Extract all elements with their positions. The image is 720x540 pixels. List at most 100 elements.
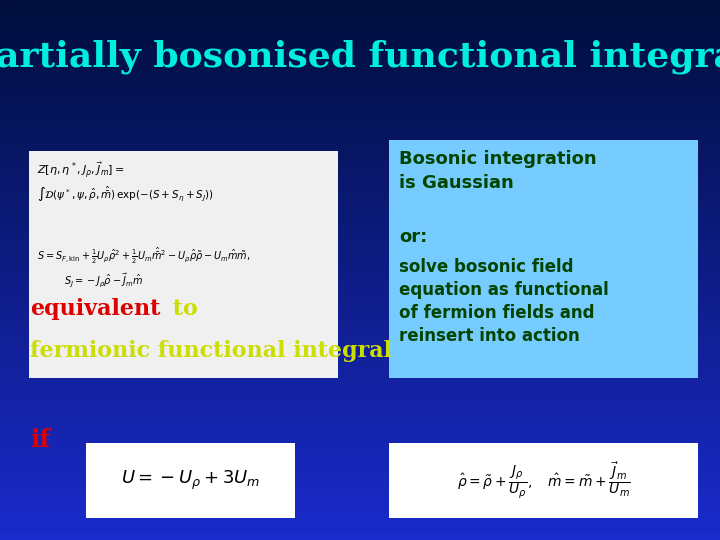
Bar <box>0 184 720 186</box>
Bar <box>0 356 720 359</box>
Bar <box>0 246 720 248</box>
Bar <box>0 286 720 289</box>
Bar <box>0 192 720 194</box>
Bar <box>0 340 720 343</box>
Bar <box>0 338 720 340</box>
Bar <box>0 70 720 73</box>
Bar <box>0 186 720 189</box>
Bar <box>0 84 720 86</box>
Bar <box>0 348 720 351</box>
Bar <box>0 119 720 122</box>
Bar <box>0 378 720 381</box>
Bar <box>0 49 720 51</box>
Bar <box>0 292 720 294</box>
Bar <box>0 138 720 140</box>
Bar <box>0 221 720 224</box>
Bar <box>0 94 720 97</box>
Bar <box>0 189 720 192</box>
Bar <box>0 151 720 154</box>
Text: solve bosonic field
equation as functional
of fermion fields and
reinsert into a: solve bosonic field equation as function… <box>399 259 608 345</box>
Bar <box>0 494 720 497</box>
Bar <box>0 502 720 505</box>
Text: $\hat{\rho} = \tilde{\rho} + \dfrac{J_\rho}{U_\rho},\quad \hat{m} = \tilde{m} + : $\hat{\rho} = \tilde{\rho} + \dfrac{J_\r… <box>456 461 631 501</box>
Bar <box>0 51 720 54</box>
Bar <box>0 432 720 435</box>
Bar <box>0 273 720 275</box>
Bar <box>0 103 720 105</box>
Bar <box>0 254 720 256</box>
Bar <box>0 19 720 22</box>
Bar <box>0 416 720 418</box>
Bar <box>0 443 720 445</box>
Bar <box>0 267 720 270</box>
Bar <box>0 165 720 167</box>
Bar <box>0 167 720 170</box>
Bar <box>0 424 720 427</box>
Bar <box>0 200 720 202</box>
Bar <box>0 35 720 38</box>
Bar <box>0 535 720 537</box>
Bar <box>0 462 720 464</box>
Bar <box>0 65 720 68</box>
Bar <box>0 170 720 173</box>
Bar <box>0 305 720 308</box>
Bar <box>0 116 720 119</box>
Bar <box>0 124 720 127</box>
Bar <box>0 262 720 265</box>
Bar <box>0 427 720 429</box>
Bar <box>0 122 720 124</box>
Bar <box>0 81 720 84</box>
Bar <box>0 97 720 100</box>
Bar <box>0 313 720 316</box>
Bar <box>0 24 720 27</box>
Bar <box>0 316 720 319</box>
Bar <box>0 62 720 65</box>
Bar <box>0 281 720 284</box>
Bar <box>0 113 720 116</box>
Bar <box>0 216 720 219</box>
Bar <box>0 57 720 59</box>
Bar <box>0 86 720 89</box>
Bar <box>0 516 720 518</box>
Bar <box>0 526 720 529</box>
Bar <box>0 505 720 508</box>
Bar <box>0 389 720 392</box>
Bar <box>0 489 720 491</box>
Bar <box>0 508 720 510</box>
Bar <box>0 467 720 470</box>
Bar <box>0 381 720 383</box>
Bar <box>0 437 720 440</box>
Bar <box>0 518 720 521</box>
Bar <box>0 132 720 135</box>
Text: $Z[\eta, \eta^*, J_\rho, \vec{J}_m] =$: $Z[\eta, \eta^*, J_\rho, \vec{J}_m] =$ <box>37 161 125 181</box>
Bar <box>0 343 720 346</box>
Bar <box>0 370 720 373</box>
Bar <box>0 529 720 532</box>
Bar <box>0 481 720 483</box>
Bar <box>0 362 720 364</box>
Bar <box>0 197 720 200</box>
Bar <box>0 157 720 159</box>
Bar <box>0 413 720 416</box>
Bar <box>0 524 720 526</box>
Bar <box>0 78 720 81</box>
Bar <box>0 491 720 494</box>
Bar <box>0 483 720 486</box>
Bar <box>0 297 720 300</box>
Bar <box>0 238 720 240</box>
Bar <box>0 173 720 176</box>
Bar <box>0 148 720 151</box>
Bar <box>0 410 720 413</box>
Bar <box>0 454 720 456</box>
Bar <box>0 108 720 111</box>
Bar <box>0 40 720 43</box>
Bar <box>0 105 720 108</box>
Bar <box>0 32 720 35</box>
Bar <box>0 227 720 229</box>
Bar <box>0 22 720 24</box>
Text: or:: or: <box>399 228 427 246</box>
Bar <box>0 486 720 489</box>
Bar <box>0 159 720 162</box>
Bar <box>0 230 720 232</box>
Bar <box>0 497 720 500</box>
